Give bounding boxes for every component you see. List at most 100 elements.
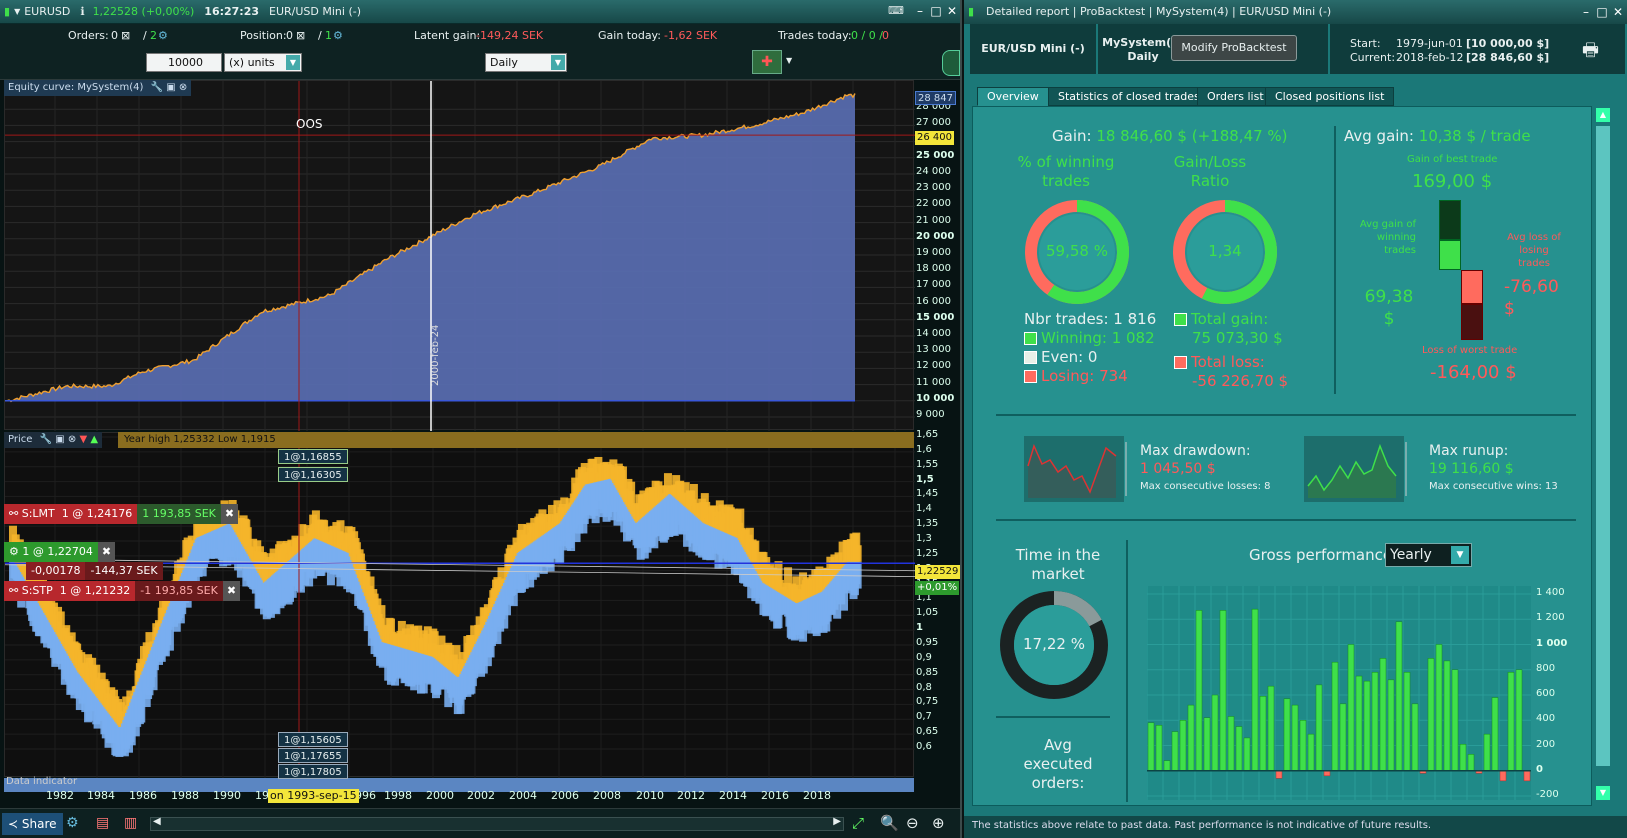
trades-today-b: 0	[882, 28, 889, 42]
limit-order-line[interactable]: ⚯ S:LMT 1 @ 1,24176 1 193,85 SEK ✖	[4, 504, 239, 524]
report-system-block: MySystem(4) Daily Modify ProBacktest	[1098, 24, 1328, 74]
y-tick-label: 0	[1536, 763, 1543, 775]
order-tag[interactable]: 1@1,16305	[278, 467, 348, 482]
gear-icon[interactable]: ⚙	[158, 28, 168, 42]
report-instrument-block: EUR/USD Mini (-)	[970, 24, 1096, 74]
sell-marker	[296, 552, 305, 593]
trading-chart-icon[interactable]: ✚	[752, 50, 782, 74]
gross-performance-chart	[1147, 586, 1531, 800]
quantity-stepper[interactable]: 10000	[146, 53, 222, 72]
tab-closed-positions-list[interactable]: Closed positions list	[1265, 87, 1395, 106]
wrench-icon[interactable]: 🔧	[150, 82, 164, 93]
buy-marker	[320, 520, 329, 541]
close-button[interactable]: ✕	[1612, 5, 1624, 19]
scroll-down-icon[interactable]: ▼	[1596, 786, 1610, 800]
order-tag[interactable]: 1@1,16855	[278, 449, 348, 464]
performance-bar	[1499, 770, 1507, 782]
close-button[interactable]: ✕	[946, 4, 958, 18]
dropdown-icon[interactable]: ▼	[786, 56, 793, 65]
position-line[interactable]: ⚙ 1 @ 1,22704 ✖	[4, 542, 116, 562]
trades-today-a: 0 / 0 /	[851, 28, 883, 42]
tab-orders-list[interactable]: Orders list	[1197, 87, 1274, 106]
link-icon: ⚯	[9, 584, 22, 597]
modify-probacktest-button[interactable]: Modify ProBacktest	[1171, 35, 1297, 61]
breadcrumb-item[interactable]: MySystem(4)	[1155, 5, 1229, 18]
performance-bar	[1443, 660, 1451, 771]
position-tag[interactable]: ⚙ 1 @ 1,22704	[4, 542, 98, 562]
units-value: (x) units	[229, 56, 275, 69]
y-tick-label: 25 000	[916, 149, 955, 161]
runup-sparkline	[1304, 436, 1407, 502]
equity-current-tag: 28 847	[915, 91, 956, 105]
units-select[interactable]: (x) units ▼	[224, 53, 302, 72]
breadcrumb-item[interactable]: ProBacktest	[1079, 5, 1146, 18]
stop-order-tag[interactable]: ⚯ S:STP 1 @ 1,21232	[4, 581, 136, 601]
best-trade-value: 169,00 $	[1412, 171, 1493, 192]
x-tick-label: 2016	[761, 789, 789, 802]
gross-performance-select[interactable]: Yearly ▼	[1385, 543, 1472, 567]
timeframe-select[interactable]: Daily ▼	[485, 53, 567, 72]
minimize-button[interactable]: –	[1583, 5, 1589, 19]
x-tick-label: 2006	[551, 789, 579, 802]
gross-performance-chart-area	[1147, 586, 1531, 800]
report-period: Daily	[1127, 50, 1159, 63]
y-tick-label: 0,8	[916, 681, 932, 693]
buy-marker	[784, 567, 793, 597]
y-tick-label: 15 000	[916, 311, 955, 323]
orders-count: 0	[111, 28, 118, 42]
window-icon[interactable]: ▣	[55, 434, 65, 445]
close-icon[interactable]: ✖	[222, 581, 241, 601]
avg-gain-value: 10,38 $ / trade	[1418, 127, 1531, 145]
buy-marker	[373, 598, 382, 622]
candles-icon[interactable]: ▥	[124, 815, 138, 831]
order-tag[interactable]: 1@1,15605	[278, 732, 348, 747]
printer-icon[interactable]: 🖶	[1582, 40, 1599, 61]
scroll-right-icon[interactable]: ▶	[833, 816, 841, 827]
close-icon[interactable]: ⊗	[67, 434, 77, 445]
sell-icon[interactable]: ▼	[79, 434, 88, 445]
performance-bar	[1363, 680, 1371, 771]
indicator-icon[interactable]: ⚙	[66, 815, 79, 831]
zoom-fit-icon[interactable]: 🔍	[880, 814, 899, 832]
share-button[interactable]: ≺ Share	[2, 813, 63, 835]
position-cancel-icon[interactable]: ⊠	[296, 28, 306, 42]
window-icon[interactable]: ▣	[166, 82, 176, 93]
zoom-in-icon[interactable]: ⊕	[932, 814, 945, 832]
close-icon[interactable]: ⊗	[178, 82, 188, 93]
buy-icon[interactable]: ▲	[90, 434, 99, 445]
side-panel-toggle[interactable]	[942, 50, 960, 76]
breadcrumb-item[interactable]: Detailed report	[986, 5, 1070, 18]
wrench-icon[interactable]: 🔧	[39, 434, 53, 445]
divider	[1334, 126, 1336, 394]
performance-bar	[1147, 722, 1155, 771]
gear-icon[interactable]: ⚙	[333, 28, 343, 42]
order-tag[interactable]: 1@1,17805	[278, 764, 348, 779]
maximize-button[interactable]: □	[1596, 5, 1608, 19]
vertical-scrollbar[interactable]: ▲ ▼	[1593, 106, 1615, 802]
document-icon[interactable]: ▤	[96, 815, 110, 831]
orders-cancel-icon[interactable]: ⊠	[121, 28, 131, 42]
dropdown-icon[interactable]: ▼	[14, 7, 21, 16]
scroll-left-icon[interactable]: ◀	[153, 816, 161, 827]
scrollbar-thumb[interactable]	[1596, 126, 1610, 766]
info-icon[interactable]: ℹ	[80, 5, 85, 18]
close-icon[interactable]: ✖	[97, 542, 116, 562]
horizontal-scrollbar[interactable]: ◀ ▶	[150, 816, 844, 831]
zoom-out-icon[interactable]: ⊖	[906, 814, 919, 832]
order-tag[interactable]: 1@1,17655	[278, 748, 348, 763]
y-tick-label: 0,95	[916, 637, 939, 648]
tab-overview[interactable]: Overview	[977, 87, 1049, 106]
stop-order-line[interactable]: ⚯ S:STP 1 @ 1,21232 -1 193,85 SEK ✖	[4, 581, 241, 601]
limit-order-tag[interactable]: ⚯ S:LMT 1 @ 1,24176	[4, 504, 138, 524]
maximize-button[interactable]: □	[930, 4, 942, 18]
keyboard-icon[interactable]: ⌨	[888, 4, 904, 17]
tab-statistics-of-closed-trades[interactable]: Statistics of closed trades	[1048, 87, 1210, 106]
scroll-up-icon[interactable]: ▲	[1596, 108, 1610, 122]
performance-bar	[1195, 610, 1203, 771]
x-tick-label: 2014	[719, 789, 747, 802]
minimize-button[interactable]: –	[917, 4, 923, 18]
autoscale-icon[interactable]: ⤢	[852, 814, 865, 832]
close-icon[interactable]: ✖	[220, 504, 239, 524]
buy-marker	[430, 631, 439, 657]
breadcrumb-item[interactable]: EUR/USD Mini (-)	[1239, 5, 1332, 18]
